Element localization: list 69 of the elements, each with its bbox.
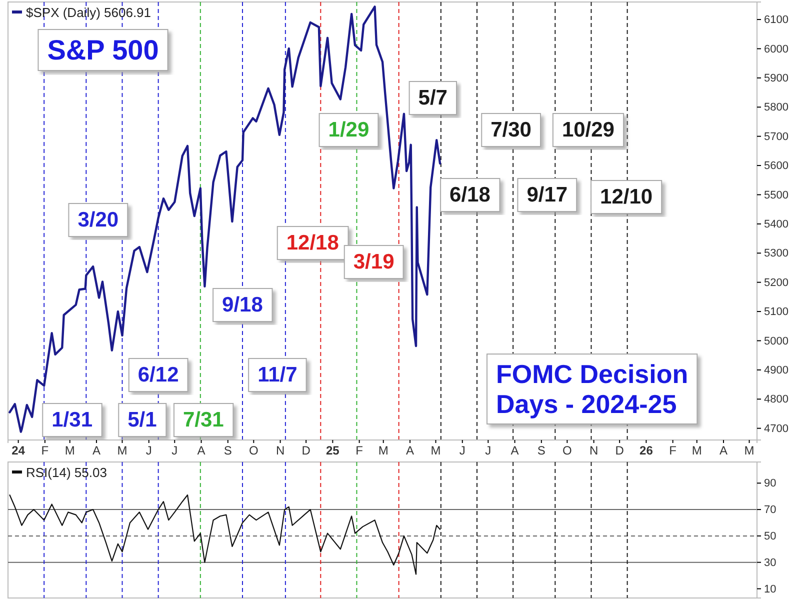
ref-line-label: 10/29 xyxy=(562,118,615,142)
y-tick-label: 4900 xyxy=(764,364,788,376)
x-tick-label: N xyxy=(589,444,598,458)
y-tick-label: 70 xyxy=(764,504,776,516)
y-tick-label: 5000 xyxy=(764,335,788,348)
x-tick-label: A xyxy=(406,444,414,458)
y-tick-label: 5300 xyxy=(764,248,788,260)
x-tick-label: A xyxy=(197,444,206,458)
ref-line-label: 3/19 xyxy=(353,250,394,274)
ref-line-label: 9/18 xyxy=(222,294,264,316)
y-tick-label: 5500 xyxy=(764,189,788,202)
y-tick-label: 10 xyxy=(764,583,776,596)
x-tick-label: D xyxy=(615,444,624,458)
x-tick-label: F xyxy=(356,444,363,458)
x-tick-label: 24 xyxy=(12,444,26,458)
y-tick-label: 6000 xyxy=(764,43,788,56)
y-tick-label: 5400 xyxy=(764,218,788,230)
y-tick-label: 6100 xyxy=(764,14,788,26)
x-tick-label: A xyxy=(92,444,100,458)
x-tick-label: M xyxy=(378,444,388,458)
x-tick-label: F xyxy=(41,444,49,458)
ref-line-label: 6/18 xyxy=(450,184,491,206)
legend-label: $SPX (Daily) 5606.91 xyxy=(26,5,152,20)
ref-line-label: 5/7 xyxy=(418,86,448,110)
x-tick-label: S xyxy=(537,444,546,458)
ref-line-label: 5/1 xyxy=(128,408,158,432)
x-tick-label: 25 xyxy=(326,444,340,458)
y-tick-label: 90 xyxy=(764,478,776,490)
x-tick-label: J xyxy=(146,444,152,458)
y-tick-label: 30 xyxy=(764,556,776,569)
ref-line-label: 12/10 xyxy=(600,186,653,208)
x-tick-label: M xyxy=(117,444,128,458)
ref-line-label: 6/12 xyxy=(138,364,179,386)
x-tick-label: O xyxy=(248,444,258,458)
y-tick-label: 4800 xyxy=(764,394,788,406)
y-tick-label: 5100 xyxy=(764,306,788,318)
legend-label: RSI(14) 55.03 xyxy=(26,465,107,480)
x-tick-label: M xyxy=(692,444,702,458)
x-tick-label: F xyxy=(669,444,676,458)
x-tick-label: N xyxy=(276,444,285,458)
y-tick-label: 5900 xyxy=(764,72,788,84)
ref-line-label: 7/30 xyxy=(490,118,532,142)
annotation: FOMC Decision Days - 2024-25 xyxy=(496,359,688,419)
ref-line-label: 12/18 xyxy=(286,232,340,254)
x-tick-label: O xyxy=(562,444,572,458)
x-tick-label: J xyxy=(485,444,492,458)
y-tick-label: 4700 xyxy=(764,422,788,435)
text: S&P 500 xyxy=(47,34,159,66)
ref-line-label: 3/20 xyxy=(78,208,119,232)
x-tick-label: J xyxy=(172,444,178,458)
x-tick-label: A xyxy=(510,444,519,458)
y-tick-label: 5200 xyxy=(764,276,788,289)
x-tick-label: D xyxy=(302,444,311,458)
y-tick-label: 50 xyxy=(764,530,776,542)
x-tick-label: 26 xyxy=(640,444,654,458)
ref-line-label: 7/31 xyxy=(182,408,224,432)
x-tick-label: S xyxy=(224,444,232,458)
ref-line-label: 9/17 xyxy=(526,184,568,206)
x-tick-label: A xyxy=(719,444,728,458)
y-tick-label: 5600 xyxy=(764,160,788,172)
ref-line-label: 11/7 xyxy=(258,364,298,386)
ref-line-label: 1/31 xyxy=(52,408,93,432)
x-tick-label: M xyxy=(744,444,754,458)
y-tick-label: 5800 xyxy=(764,102,788,114)
ref-line-label: 1/29 xyxy=(328,118,370,142)
x-tick-label: M xyxy=(430,444,441,458)
x-tick-label: M xyxy=(64,444,75,458)
y-tick-label: 5700 xyxy=(764,130,788,143)
x-tick-label: J xyxy=(459,444,466,458)
